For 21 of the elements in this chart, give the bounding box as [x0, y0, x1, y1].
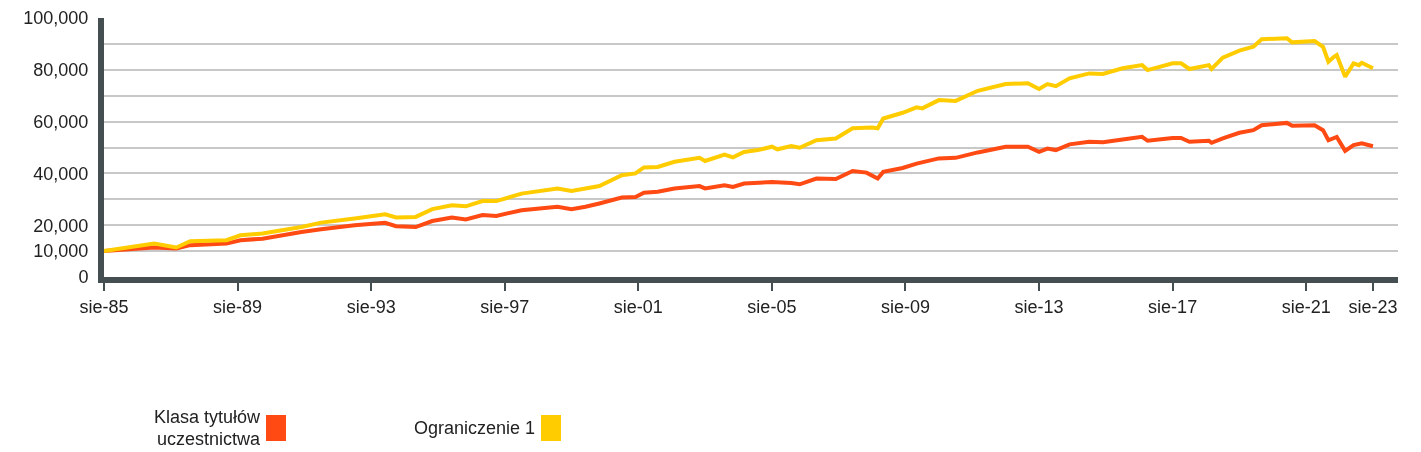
x-tick-label: sie-93: [346, 296, 396, 317]
y-tick-label: 40,000: [33, 163, 89, 184]
y-tick-label: 80,000: [33, 60, 89, 81]
y-tick-label: 20,000: [33, 215, 89, 236]
line-series: [104, 36, 1375, 254]
x-tick-label: sie-23: [1348, 296, 1398, 317]
x-tick-label: sie-89: [213, 296, 263, 317]
x-tick-label: sie-97: [480, 296, 530, 317]
x-tick-label: sie-21: [1281, 296, 1331, 317]
x-tick-label: sie-17: [1148, 296, 1198, 317]
x-tick-label: sie-85: [79, 296, 129, 317]
x-tick-label: sie-09: [880, 296, 930, 317]
y-tick-label: 100,000: [23, 8, 89, 29]
y-tick-label: 60,000: [33, 111, 89, 132]
y-tick-label: 0: [78, 267, 89, 288]
x-tick-label: sie-05: [747, 296, 797, 317]
y-tick-label: 10,000: [33, 241, 89, 262]
x-tick-label: sie-13: [1014, 296, 1064, 317]
legend-label: Ograniczenie 1: [414, 417, 536, 439]
legend-label: Klasa tytułów uczestnictwa: [152, 406, 260, 450]
x-tick-label: sie-01: [613, 296, 663, 317]
